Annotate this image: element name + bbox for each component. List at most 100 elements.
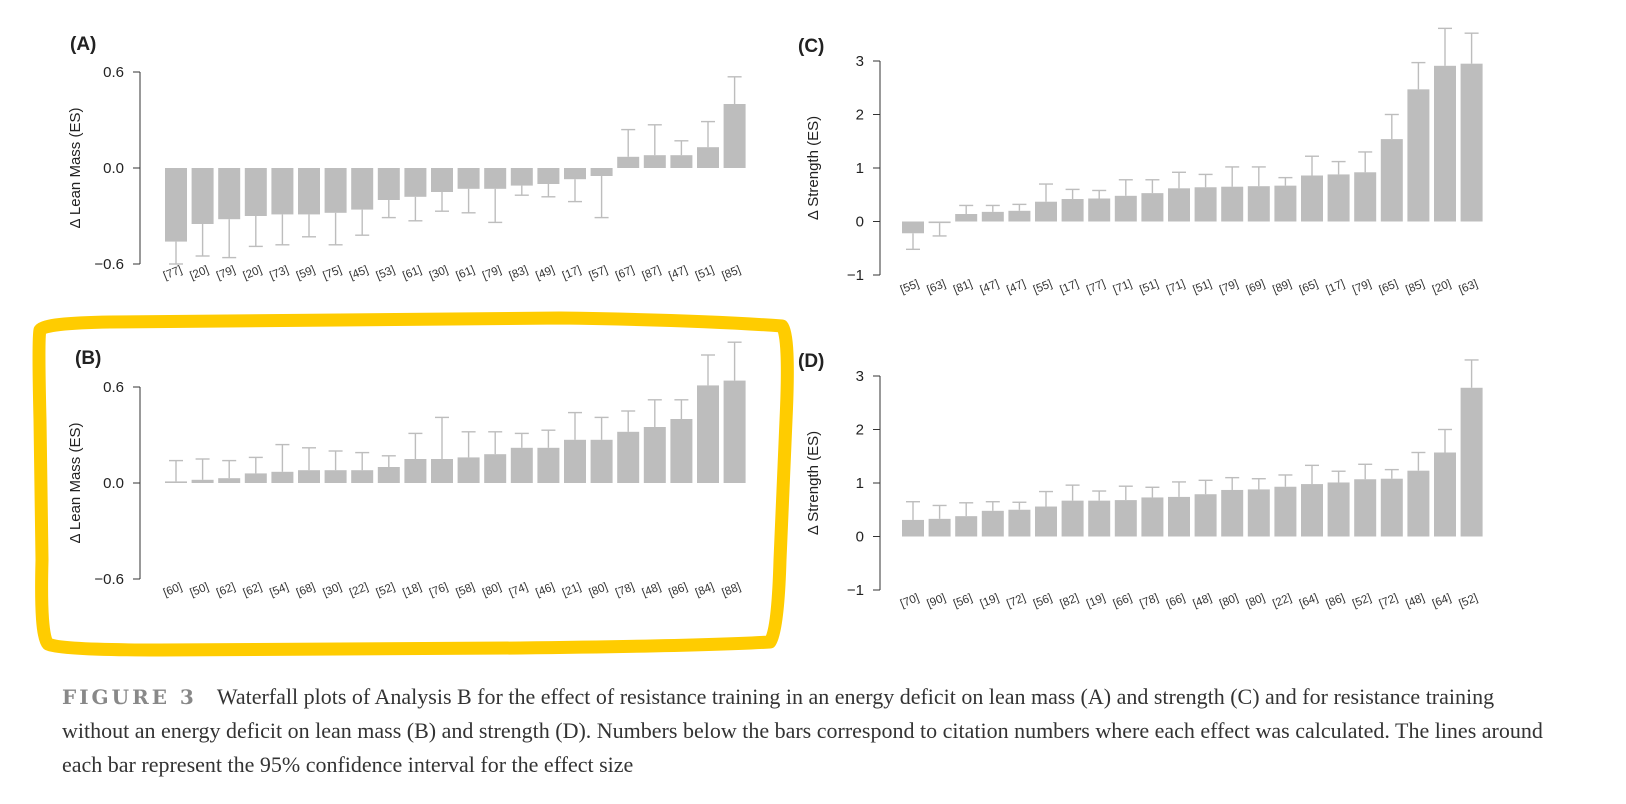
bar: [723, 380, 746, 483]
bar: [431, 168, 453, 192]
bar: [1407, 89, 1430, 222]
bar: [1354, 172, 1377, 222]
category-label: [71]: [1165, 278, 1187, 296]
bar: [271, 471, 294, 483]
category-label: [76]: [428, 581, 450, 599]
bar: [1301, 175, 1323, 222]
category-label: [50]: [188, 581, 210, 599]
category-label: [55]: [899, 278, 921, 296]
bar: [1088, 500, 1111, 537]
category-label: [57]: [587, 264, 609, 282]
category-label: [88]: [720, 581, 742, 599]
category-label: [58]: [454, 581, 476, 599]
category-label: [56]: [952, 592, 974, 610]
bar: [1327, 482, 1350, 537]
category-label: [51]: [1191, 278, 1213, 296]
bar: [1168, 496, 1190, 537]
category-label: [62]: [215, 581, 237, 599]
y-axis-title: Δ Lean Mass (ES): [67, 108, 84, 229]
bar: [218, 168, 241, 220]
bar: [1460, 63, 1483, 222]
bar: [1247, 186, 1270, 222]
category-label: [64]: [1431, 592, 1453, 610]
y-tick-label: 0.6: [103, 64, 124, 81]
y-axis-title: Δ Strength (ES): [805, 116, 822, 220]
category-label: [52]: [1351, 592, 1373, 610]
category-label: [56]: [1032, 592, 1054, 610]
caption-label: FIGURE 3: [62, 685, 197, 709]
category-label: [79]: [215, 264, 237, 282]
bar: [928, 221, 951, 224]
y-tick-label: −0.6: [94, 256, 124, 273]
bar: [928, 518, 951, 537]
bar: [1274, 486, 1297, 537]
panel-label: (A): [70, 34, 96, 55]
category-label: [17]: [1058, 278, 1080, 296]
y-tick-label: 2: [856, 107, 864, 124]
category-label: [70]: [899, 592, 921, 610]
category-label: [78]: [1138, 592, 1160, 610]
bar: [590, 439, 613, 483]
bar: [1061, 199, 1084, 222]
y-tick-label: 1: [856, 160, 864, 177]
bar: [431, 459, 453, 483]
category-label: [63]: [1457, 278, 1479, 296]
bar: [1354, 479, 1377, 537]
category-label: [20]: [1431, 278, 1453, 296]
category-label: [90]: [925, 592, 947, 610]
bar: [1008, 210, 1031, 222]
y-tick-label: 0.6: [103, 379, 124, 396]
category-label: [19]: [1085, 592, 1107, 610]
category-label: [80]: [1245, 592, 1267, 610]
bar: [377, 168, 400, 200]
bar: [1141, 497, 1164, 537]
category-label: [65]: [1378, 278, 1400, 296]
bar: [165, 481, 187, 483]
bar: [617, 156, 640, 168]
category-label: [74]: [508, 581, 530, 599]
category-label: [20]: [188, 264, 210, 282]
bar: [484, 168, 507, 189]
y-axis-title: Δ Strength (ES): [805, 431, 822, 535]
bar: [404, 459, 427, 483]
category-label: [21]: [561, 581, 583, 599]
category-label: [80]: [587, 581, 609, 599]
bar: [404, 168, 427, 197]
panel-b: (B) −0.6 0.0 0.6 Δ Lean Mass (ES) [60] [50] [62…: [67, 341, 746, 599]
category-label: [82]: [1058, 592, 1080, 610]
bar: [564, 439, 586, 483]
bar: [298, 470, 320, 483]
bar: [351, 168, 374, 210]
category-label: [48]: [1191, 592, 1213, 610]
category-label: [17]: [1324, 278, 1346, 296]
bar: [902, 221, 924, 234]
bar: [457, 457, 480, 483]
bar: [1088, 198, 1111, 222]
category-label: [84]: [694, 581, 716, 599]
bar: [298, 168, 320, 215]
bar: [1274, 185, 1297, 222]
category-label: [30]: [428, 264, 450, 282]
bar: [723, 104, 746, 168]
bar: [1194, 187, 1217, 222]
bar: [643, 155, 666, 168]
waterfall-figure: (A)−0.60.00.6Δ Lean Mass (ES)[77] [20] [79…: [32, 27, 1483, 657]
bar: [244, 168, 267, 216]
category-label: [17]: [561, 264, 583, 282]
caption-text: Waterfall plots of Analysis B for the ef…: [62, 684, 1543, 777]
category-label: [62]: [242, 581, 264, 599]
category-label: [49]: [534, 264, 556, 282]
bar: [377, 467, 400, 483]
bar: [670, 419, 693, 483]
panel-label: (B): [75, 348, 101, 369]
bar: [697, 385, 719, 483]
bar: [1008, 509, 1031, 537]
category-label: [85]: [720, 264, 742, 282]
bar: [1301, 484, 1323, 537]
bar: [324, 470, 347, 483]
category-label: [77]: [1085, 278, 1107, 296]
bar: [1035, 201, 1057, 222]
category-label: [63]: [925, 278, 947, 296]
bar: [191, 168, 214, 224]
category-label: [60]: [162, 581, 184, 599]
